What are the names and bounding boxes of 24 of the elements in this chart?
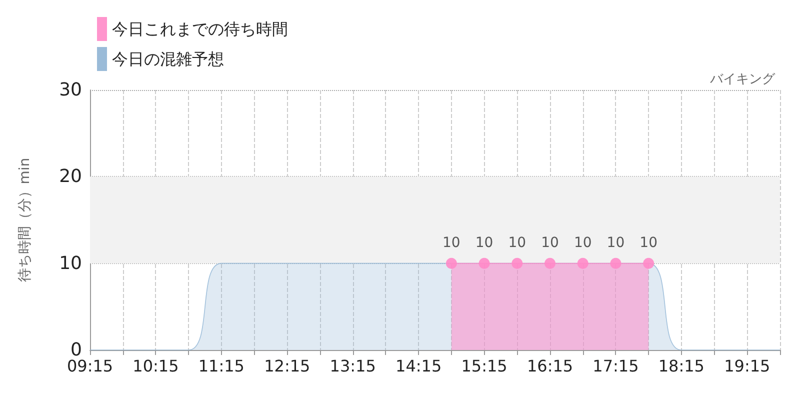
x-tick-label: 19:15	[724, 356, 770, 376]
x-tick-label: 10:15	[132, 356, 179, 376]
data-label: 10	[574, 234, 592, 251]
x-tick-label: 16:15	[526, 356, 574, 376]
chart-title: バイキング	[709, 72, 776, 87]
x-tick-label: 12:15	[264, 356, 310, 376]
x-tick-label: 14:15	[396, 356, 442, 376]
legend-label: 今日の混雑予想	[112, 50, 224, 68]
y-tick-label: 30	[59, 80, 82, 100]
data-label: 10	[442, 234, 460, 251]
data-label: 10	[541, 234, 559, 251]
y-tick-label: 10	[59, 252, 82, 274]
y-axis-title: 待ち時間（分）min	[17, 158, 33, 282]
x-tick-label: 18:15	[658, 356, 704, 376]
data-label: 10	[508, 234, 526, 251]
data-label: 10	[475, 234, 494, 251]
data-label: 10	[606, 234, 625, 251]
x-tick-label: 13:15	[330, 356, 376, 376]
data-label: 10	[640, 234, 658, 251]
x-tick-label: 17:15	[592, 356, 639, 376]
y-tick-label: 20	[59, 166, 82, 188]
legend-label: 今日これまでの待ち時間	[112, 20, 288, 38]
x-tick-label: 11:15	[198, 356, 244, 376]
x-tick-label: 15:15	[461, 356, 508, 376]
